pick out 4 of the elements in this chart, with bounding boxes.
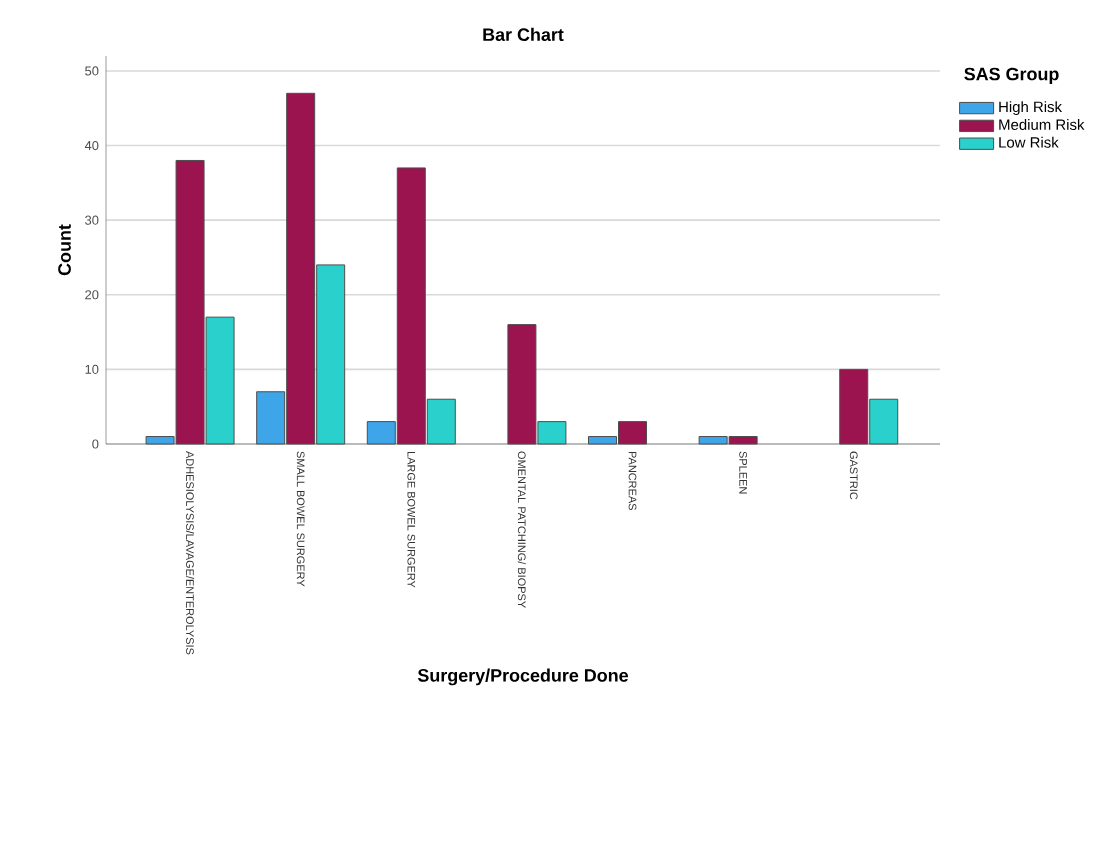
y-axis-title: Count	[58, 224, 71, 276]
x-axis-title: Surgery/Procedure Done	[417, 668, 629, 686]
chart-title: Bar Chart	[483, 27, 564, 42]
legend-title: SAS Group	[964, 67, 1059, 84]
